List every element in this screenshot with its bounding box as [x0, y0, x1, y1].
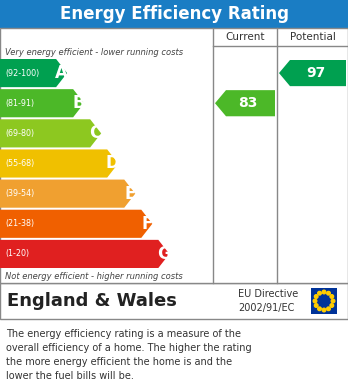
- Circle shape: [313, 299, 317, 303]
- Text: G: G: [157, 245, 171, 263]
- Text: B: B: [72, 94, 85, 112]
- Text: (39-54): (39-54): [5, 189, 34, 198]
- Text: The energy efficiency rating is a measure of the
overall efficiency of a home. T: The energy efficiency rating is a measur…: [6, 329, 252, 381]
- Circle shape: [330, 304, 334, 307]
- Text: D: D: [106, 154, 120, 172]
- Text: (1-20): (1-20): [5, 249, 29, 258]
- Polygon shape: [0, 149, 118, 178]
- Text: Very energy efficient - lower running costs: Very energy efficient - lower running co…: [5, 48, 183, 57]
- Polygon shape: [0, 119, 101, 147]
- Text: F: F: [141, 215, 152, 233]
- Circle shape: [327, 307, 330, 310]
- Text: (21-38): (21-38): [5, 219, 34, 228]
- Text: EU Directive
2002/91/EC: EU Directive 2002/91/EC: [238, 289, 298, 312]
- Circle shape: [318, 291, 321, 295]
- Polygon shape: [0, 89, 84, 117]
- Circle shape: [314, 295, 318, 298]
- Text: E: E: [124, 185, 135, 203]
- Bar: [311, 288, 337, 314]
- Text: 97: 97: [306, 66, 325, 80]
- Polygon shape: [279, 60, 346, 86]
- Bar: [0, 28, 348, 283]
- Text: Potential: Potential: [290, 32, 335, 42]
- Circle shape: [330, 295, 334, 298]
- Circle shape: [314, 304, 318, 307]
- Text: Not energy efficient - higher running costs: Not energy efficient - higher running co…: [5, 272, 183, 281]
- Text: (92-100): (92-100): [5, 68, 39, 77]
- Polygon shape: [0, 59, 67, 87]
- Polygon shape: [215, 90, 275, 116]
- Circle shape: [331, 299, 335, 303]
- Bar: [0, 0, 348, 28]
- Text: (55-68): (55-68): [5, 159, 34, 168]
- Circle shape: [327, 291, 330, 295]
- Text: Energy Efficiency Rating: Energy Efficiency Rating: [60, 5, 288, 23]
- Text: Current: Current: [225, 32, 265, 42]
- Polygon shape: [0, 210, 152, 238]
- Circle shape: [322, 308, 326, 312]
- Polygon shape: [0, 179, 135, 208]
- Text: 83: 83: [238, 96, 258, 110]
- Text: C: C: [89, 124, 102, 142]
- Text: (69-80): (69-80): [5, 129, 34, 138]
- Text: England & Wales: England & Wales: [7, 292, 177, 310]
- Text: (81-91): (81-91): [5, 99, 34, 108]
- Text: A: A: [55, 64, 68, 82]
- Circle shape: [318, 307, 321, 310]
- Circle shape: [322, 290, 326, 294]
- Bar: [0, 283, 348, 319]
- Polygon shape: [0, 240, 169, 268]
